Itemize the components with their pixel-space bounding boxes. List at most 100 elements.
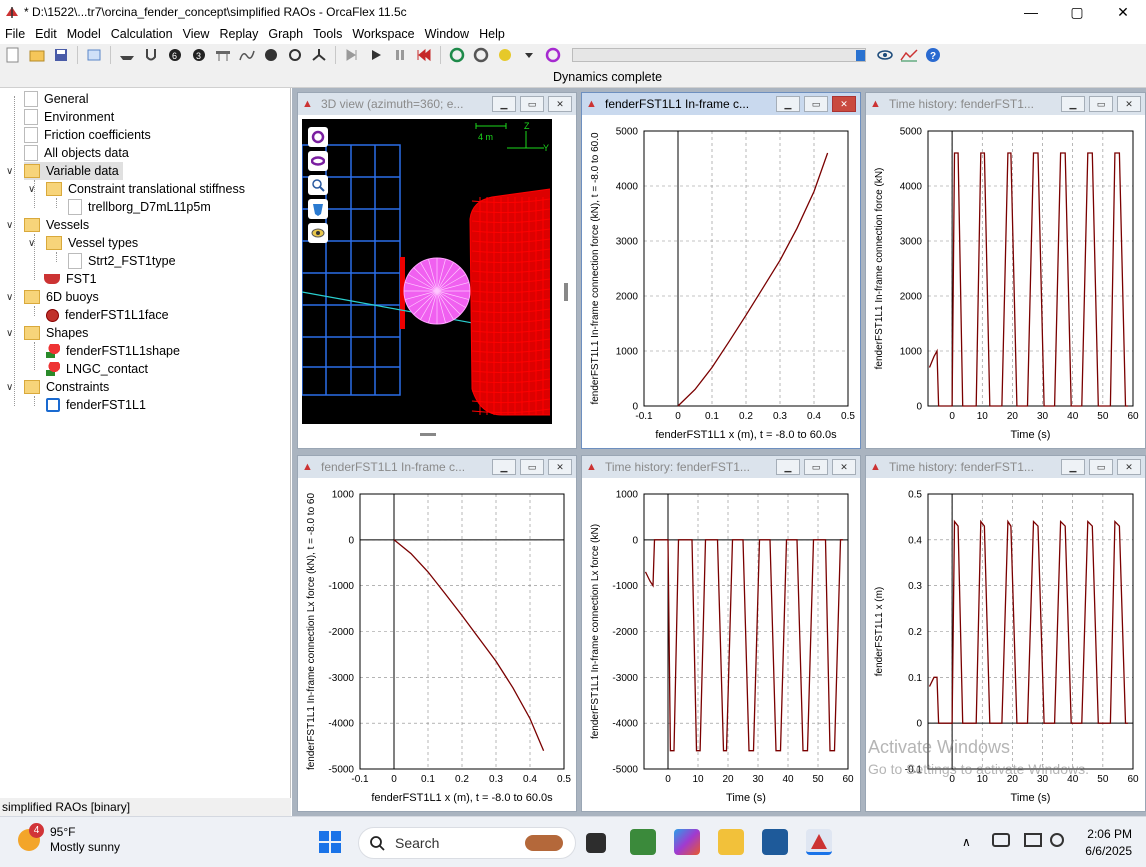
chart-window-force-time-history[interactable]: ▲ Time history: fenderFST1... ▁ ▭ ✕ 0 10 2…: [865, 92, 1146, 449]
rotate-icon[interactable]: [308, 127, 328, 147]
minimize-button[interactable]: ▁: [492, 459, 516, 475]
collapse-icon[interactable]: ∨: [28, 238, 36, 249]
chart-window-x-time-history[interactable]: ▲ Time history: fenderFST1... ▁ ▭ ✕ 0 10 2…: [865, 455, 1146, 812]
minimize-button[interactable]: ▁: [1061, 96, 1085, 112]
collapse-icon[interactable]: ∨: [28, 184, 36, 195]
menu-window[interactable]: Window: [424, 27, 470, 41]
3d-view-window[interactable]: ▲ 3D view (azimuth=360; e... ▁ ▭ ✕: [297, 92, 577, 449]
menu-help[interactable]: Help: [479, 27, 505, 41]
eye-icon[interactable]: [308, 223, 328, 243]
tree-item-constraint-stiffness[interactable]: Constraint translational stiffness: [46, 180, 245, 198]
tree-item-shapes[interactable]: Shapes: [24, 324, 88, 342]
new-file-icon[interactable]: [2, 45, 24, 65]
horizontal-scrollbar[interactable]: [420, 433, 436, 436]
dropdown-icon[interactable]: [518, 45, 540, 65]
close-button[interactable]: ✕: [832, 459, 856, 475]
notepad-app-icon[interactable]: [630, 829, 656, 855]
help-icon[interactable]: ?: [922, 45, 944, 65]
close-button[interactable]: ✕: [1117, 459, 1141, 475]
winch-icon[interactable]: [212, 45, 234, 65]
menu-graph[interactable]: Graph: [268, 27, 304, 41]
tree-item-fst1[interactable]: FST1: [44, 270, 97, 288]
step-forward-icon[interactable]: [341, 45, 363, 65]
window-header[interactable]: ▲ fenderFST1L1 In-frame c... ▁ ▭ ✕: [298, 456, 576, 478]
taskbar-search[interactable]: Search: [358, 827, 576, 859]
shield-icon[interactable]: [308, 199, 328, 219]
minimize-button[interactable]: —: [1024, 4, 1038, 20]
minimize-button[interactable]: ▁: [1061, 459, 1085, 475]
tree-item-constraints[interactable]: Constraints: [24, 378, 109, 396]
close-button[interactable]: ✕: [548, 96, 572, 112]
window-header[interactable]: ▲ 3D view (azimuth=360; e... ▁ ▭ ✕: [298, 93, 576, 115]
collapse-icon[interactable]: ∨: [6, 382, 14, 393]
m365-app-icon[interactable]: [674, 829, 700, 855]
progress-thumb[interactable]: [856, 50, 865, 61]
menu-workspace[interactable]: Workspace: [352, 27, 415, 41]
reset-icon[interactable]: [413, 45, 435, 65]
maximize-button[interactable]: ▭: [520, 459, 544, 475]
task-view-icon[interactable]: [586, 833, 606, 853]
python-app-icon[interactable]: [762, 829, 788, 855]
vessel-icon[interactable]: [116, 45, 138, 65]
menu-file[interactable]: File: [5, 27, 26, 41]
menu-view[interactable]: View: [182, 27, 210, 41]
orcaflex-taskbar-icon[interactable]: [806, 829, 832, 855]
maximize-button[interactable]: ▢: [1070, 3, 1084, 20]
close-button[interactable]: ✕: [1117, 3, 1129, 20]
vertical-scrollbar[interactable]: [564, 283, 568, 301]
tree-item-environment[interactable]: Environment: [24, 108, 114, 126]
tree-item-variable-data[interactable]: Variable data: [24, 162, 123, 180]
pan-icon[interactable]: [308, 151, 328, 171]
window-header[interactable]: ▲ Time history: fenderFST1... ▁ ▭ ✕: [866, 93, 1145, 115]
view-icon[interactable]: [874, 45, 896, 65]
batch-icon[interactable]: [494, 45, 516, 65]
maximize-button[interactable]: ▭: [804, 459, 828, 475]
close-button[interactable]: ✕: [548, 459, 572, 475]
menu-replay[interactable]: Replay: [219, 27, 259, 41]
minimize-button[interactable]: ▁: [776, 459, 800, 475]
tree-item-general[interactable]: General: [24, 90, 88, 108]
collapse-icon[interactable]: ∨: [6, 166, 14, 177]
turbine-icon[interactable]: [308, 45, 330, 65]
minimize-button[interactable]: ▁: [776, 96, 800, 112]
menu-tools[interactable]: Tools: [313, 27, 343, 41]
maximize-button[interactable]: ▭: [804, 96, 828, 112]
constraint-icon[interactable]: [284, 45, 306, 65]
tree-item-lngc-contact[interactable]: LNGC_contact: [46, 360, 148, 378]
menu-calculation[interactable]: Calculation: [110, 27, 173, 41]
network-icon[interactable]: [992, 833, 1010, 847]
collapse-icon[interactable]: ∨: [6, 220, 14, 231]
distributed-icon[interactable]: [542, 45, 564, 65]
minimize-button[interactable]: ▁: [492, 96, 516, 112]
chevron-up-icon[interactable]: ∧: [962, 835, 971, 849]
chart-window-lx-force-vs-x[interactable]: ▲ fenderFST1L1 In-frame c... ▁ ▭ ✕ -0.1 0…: [297, 455, 577, 812]
maximize-button[interactable]: ▭: [520, 96, 544, 112]
link-icon[interactable]: [236, 45, 258, 65]
volume-icon[interactable]: [1050, 833, 1064, 847]
system-clock[interactable]: 2:06 PM 6/6/2025: [1085, 826, 1132, 860]
tree-item-fender-constraint[interactable]: fenderFST1L1: [46, 396, 146, 414]
shape-icon[interactable]: [260, 45, 282, 65]
graph-icon[interactable]: [898, 45, 920, 65]
window-header[interactable]: ▲ Time history: fenderFST1... ▁ ▭ ✕: [866, 456, 1145, 478]
tree-item-all-objects[interactable]: All objects data: [24, 144, 129, 162]
open-file-icon[interactable]: [26, 45, 48, 65]
windows-start-icon[interactable]: [318, 830, 342, 854]
chart-window-force-vs-x[interactable]: ▲ fenderFST1L1 In-frame c... ▁ ▭ ✕ -0.1 0…: [581, 92, 861, 449]
close-button[interactable]: ✕: [832, 96, 856, 112]
collapse-icon[interactable]: ∨: [6, 292, 14, 303]
weather-widget[interactable]: 4 95°F Mostly sunny: [18, 823, 120, 855]
run-simulation-icon[interactable]: [470, 45, 492, 65]
chart-window-lx-force-time-history[interactable]: ▲ Time history: fenderFST1... ▁ ▭ ✕ 0 10 2…: [581, 455, 861, 812]
tree-item-strt2-type[interactable]: Strt2_FST1type: [68, 252, 176, 270]
pause-icon[interactable]: [389, 45, 411, 65]
tree-item-fender-face[interactable]: fenderFST1L1face: [46, 306, 169, 324]
copy-icon[interactable]: [83, 45, 105, 65]
tree-item-trellborg[interactable]: trellborg_D7mL11p5m: [68, 198, 211, 216]
save-icon[interactable]: [50, 45, 72, 65]
menu-edit[interactable]: Edit: [35, 27, 57, 41]
tree-item-6d-buoys[interactable]: 6D buoys: [24, 288, 99, 306]
3d-view-canvas[interactable]: 4 m Z Y: [301, 119, 552, 424]
tree-item-fender-shape[interactable]: fenderFST1L1shape: [46, 342, 180, 360]
collapse-icon[interactable]: ∨: [6, 328, 14, 339]
